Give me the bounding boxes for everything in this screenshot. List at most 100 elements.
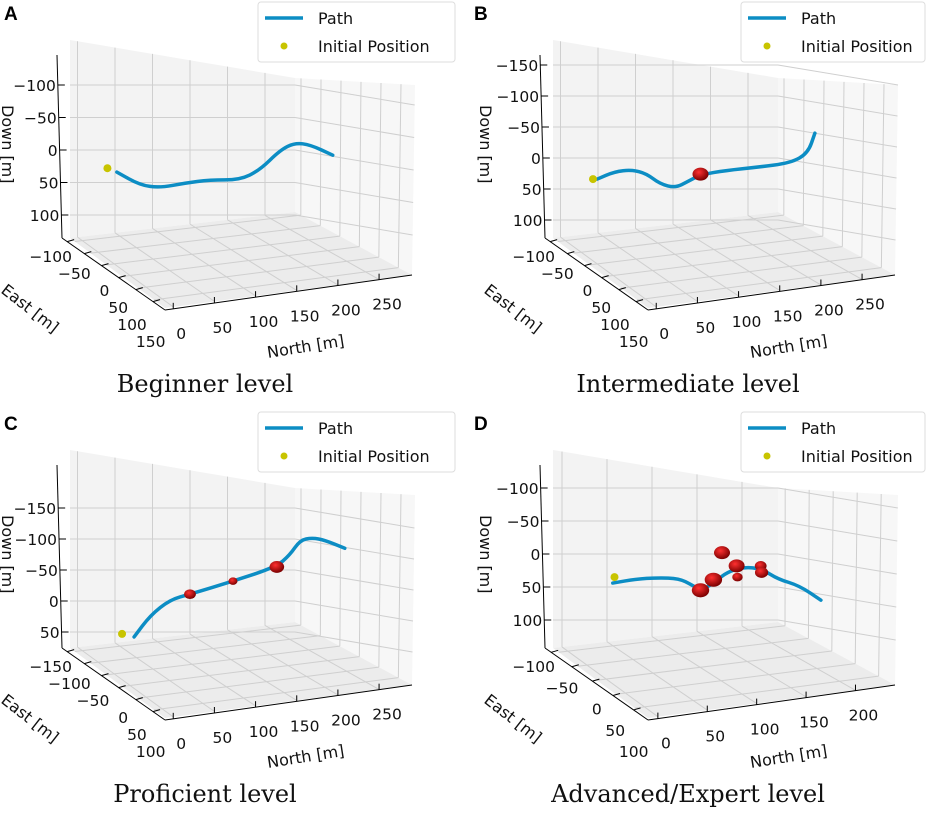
down-axis-label: Down [m] <box>0 105 17 184</box>
north-axis-line <box>164 274 413 311</box>
obstacle-marker <box>228 577 238 585</box>
east-axis-label: East [m] <box>0 280 63 337</box>
grid-line-north <box>264 215 380 280</box>
grid-line-east <box>397 84 402 268</box>
east-axis-line <box>544 237 649 311</box>
grid-line-east <box>861 83 865 258</box>
east-tick-label: 100 <box>117 316 147 334</box>
north-axis-label: North [m] <box>749 331 829 362</box>
down-tick-label: −100 <box>14 531 57 549</box>
grid-line-east <box>138 256 379 289</box>
north-tick-label: 100 <box>249 723 279 741</box>
grid-line-east <box>822 80 825 237</box>
north-tick-label: 50 <box>213 319 233 337</box>
grid-line-east <box>878 494 882 677</box>
north-axis-label: North [m] <box>266 741 346 772</box>
north-tick-label: 200 <box>331 302 361 320</box>
panel-label: C <box>4 414 18 435</box>
panel-caption: Advanced/Expert level <box>550 780 825 808</box>
grid-line-down <box>777 487 898 509</box>
initial-position-marker <box>103 164 112 173</box>
obstacle-marker <box>754 567 769 578</box>
grid-line-east <box>596 650 832 681</box>
down-tick-label: −150 <box>14 500 57 518</box>
initial-position-marker <box>610 573 619 582</box>
down-tick-label: −50 <box>507 119 540 137</box>
east-tick <box>633 707 641 711</box>
north-tick-label: 100 <box>750 721 780 739</box>
north-tick-label: 50 <box>696 319 716 337</box>
north-tick-label: 50 <box>705 728 725 746</box>
obstacle-marker <box>692 167 709 181</box>
down-tick-label: 100 <box>30 207 60 225</box>
side-pane <box>295 488 415 685</box>
north-axis-label: North [m] <box>749 741 829 772</box>
east-tick <box>571 664 579 668</box>
grid-line-east <box>615 663 856 695</box>
east-tick-label: −150 <box>29 658 72 676</box>
grid-line-east <box>397 494 402 678</box>
down-axis-line <box>56 464 63 649</box>
down-axis-label: Down [m] <box>476 105 495 184</box>
grid-line-north <box>152 638 256 707</box>
legend-path-label: Path <box>318 419 353 438</box>
grid-line-north <box>696 630 807 698</box>
down-tick-label: 50 <box>522 181 542 199</box>
grid-line-east <box>122 656 360 687</box>
east-axis-label: East [m] <box>481 280 546 337</box>
east-tick <box>551 649 559 653</box>
east-tick <box>152 709 161 713</box>
north-tick-label: 150 <box>799 714 829 732</box>
grid-line-north <box>227 629 339 696</box>
grid-line-down <box>777 520 898 542</box>
grid-line-east <box>153 677 399 711</box>
obstacle-marker <box>691 583 710 598</box>
legend-box <box>257 1 456 63</box>
back-pane <box>70 40 295 238</box>
legend: Path Initial Position <box>740 411 926 473</box>
side-pane <box>295 78 415 275</box>
grid-line-east <box>319 489 322 636</box>
east-tick <box>567 251 575 255</box>
path-line <box>595 131 817 189</box>
back-pane <box>70 450 295 648</box>
down-tick-label: −50 <box>25 562 58 580</box>
east-axis-label: East [m] <box>0 690 63 747</box>
grid-line-east <box>636 267 882 301</box>
north-tick-label: 200 <box>331 712 361 730</box>
north-tick-label: 150 <box>290 717 320 735</box>
legend-path-label: Path <box>801 419 836 438</box>
grid-line-north <box>651 636 757 704</box>
east-tick <box>550 239 558 243</box>
down-axis-line <box>539 464 546 649</box>
east-tick-label: −50 <box>58 265 91 283</box>
legend: Path Initial Position <box>257 411 456 473</box>
grid-line-east <box>358 81 362 247</box>
legend-initial-swatch <box>763 452 771 460</box>
legend-box <box>740 411 926 473</box>
east-tick <box>135 697 143 701</box>
initial-position-marker <box>589 175 597 184</box>
grid-line-down <box>294 182 414 203</box>
east-tick <box>84 661 92 665</box>
grid-line-east <box>339 490 342 647</box>
grid-line-east <box>378 83 382 258</box>
east-tick <box>135 287 143 291</box>
grid-line-down <box>777 586 897 608</box>
north-tick-label: 0 <box>176 735 186 753</box>
grid-line-north <box>606 641 708 711</box>
grid-line-east <box>605 246 843 277</box>
obstacle-marker <box>184 589 196 600</box>
north-tick-label: 0 <box>176 325 186 343</box>
path-line <box>115 141 335 189</box>
down-tick-label: 0 <box>531 546 541 564</box>
east-tick-label: 50 <box>108 299 128 317</box>
grid-line-north <box>114 642 215 712</box>
initial-position-marker <box>118 629 127 638</box>
grid-line-down <box>294 631 413 653</box>
north-tick-label: 0 <box>659 325 669 343</box>
grid-line-down <box>294 538 415 560</box>
grid-line-north <box>152 228 256 297</box>
